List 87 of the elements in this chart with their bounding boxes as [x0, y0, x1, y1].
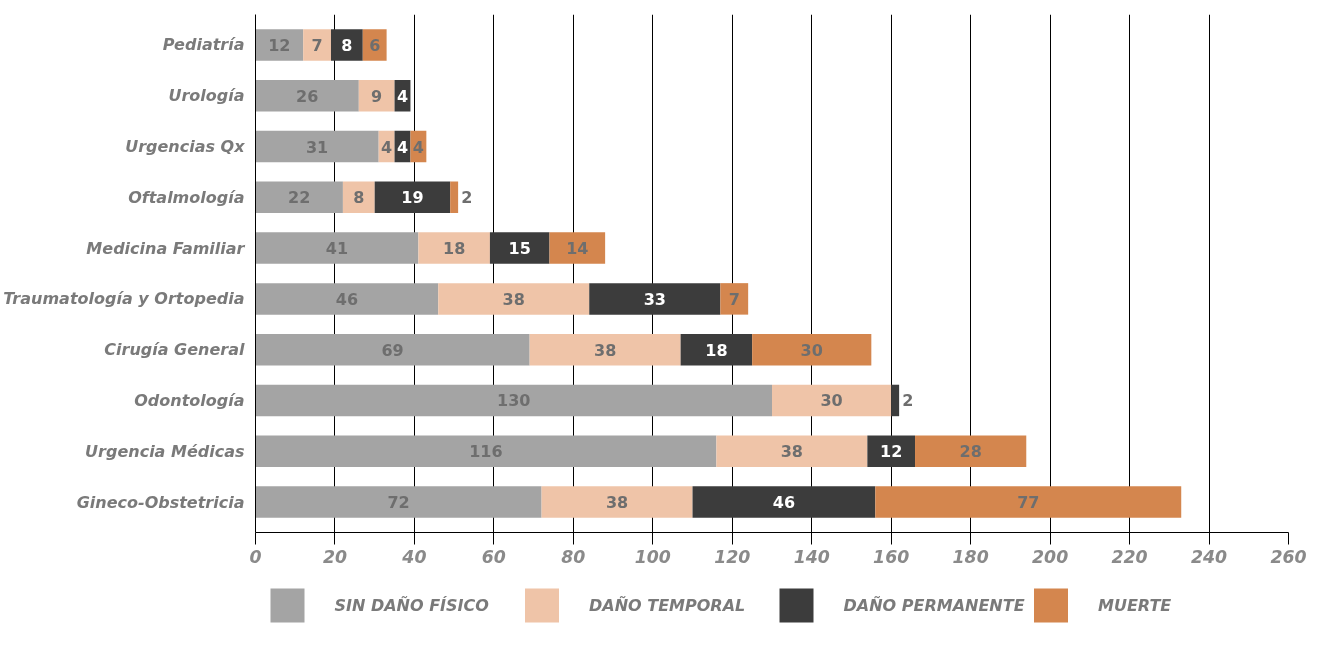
data-label: 33 — [643, 289, 666, 309]
bar — [692, 486, 876, 518]
x-tick-label: 40 — [401, 546, 427, 567]
data-label: 4 — [396, 86, 409, 106]
y-tick-label: Pediatría — [162, 35, 245, 55]
data-label: 4 — [381, 137, 393, 157]
data-label: 9 — [371, 86, 383, 106]
bar — [255, 435, 717, 467]
bar — [255, 130, 379, 163]
y-tick-label: Urgencia Médicas — [85, 441, 245, 461]
bar — [915, 435, 1027, 467]
x-tick-label: 160 — [873, 546, 910, 567]
bar — [330, 29, 363, 61]
bar — [255, 333, 530, 366]
x-tick-label: 260 — [1270, 546, 1307, 567]
bar — [541, 486, 693, 518]
bar — [255, 283, 439, 315]
data-label: 4 — [412, 137, 424, 157]
data-label: 18 — [443, 239, 466, 259]
data-label: 6 — [369, 35, 381, 55]
legend-label: MUERTE — [1098, 596, 1172, 615]
x-tick-label: 120 — [714, 546, 751, 567]
y-tick-label: Odontología — [134, 390, 245, 410]
x-tick-label: 100 — [634, 546, 671, 567]
data-label: 38 — [502, 289, 525, 309]
data-label: 7 — [728, 289, 740, 309]
bar — [255, 80, 359, 112]
data-label: 19 — [401, 188, 424, 208]
data-label: 8 — [341, 35, 353, 55]
x-tick-label: 180 — [952, 546, 989, 567]
y-tick-label: Urgencias Qx — [125, 137, 246, 157]
legend-label: SIN DAÑO FÍSICO — [334, 596, 490, 615]
bar — [255, 29, 304, 61]
x-tick-label: 200 — [1032, 546, 1069, 567]
data-label: 30 — [800, 340, 823, 360]
bar — [529, 333, 681, 366]
y-tick-label: Traumatología y Ortopedia — [3, 289, 245, 309]
bar — [752, 333, 872, 366]
bar — [450, 181, 459, 214]
bar — [255, 384, 772, 417]
legend-label: DAÑO TEMPORAL — [589, 596, 746, 615]
x-tick-label: 20 — [322, 546, 348, 567]
data-label: 7 — [311, 35, 323, 55]
data-label: 46 — [772, 493, 796, 513]
data-label: 12 — [880, 442, 903, 462]
data-label: 4 — [396, 137, 409, 157]
bar — [772, 384, 892, 417]
data-label: 28 — [959, 442, 982, 462]
bar — [720, 283, 749, 315]
bar — [303, 29, 331, 61]
y-tick-label: Urología — [168, 86, 245, 106]
data-label: 2 — [461, 188, 473, 208]
bar — [255, 181, 343, 214]
y-tick-label: Gineco-Obstetricia — [76, 492, 245, 512]
bar — [438, 283, 590, 315]
bar — [255, 486, 542, 518]
bar — [358, 80, 395, 112]
x-tick-label: 80 — [561, 546, 586, 567]
y-tick-label: Cirugía General — [104, 340, 246, 360]
bar — [549, 232, 606, 264]
bar — [680, 333, 753, 366]
bar — [875, 486, 1182, 518]
data-label: 18 — [705, 340, 728, 360]
data-label: 14 — [566, 239, 589, 259]
x-tick-label: 240 — [1190, 546, 1228, 567]
bar — [589, 283, 721, 315]
bar — [891, 384, 900, 417]
bar — [418, 232, 490, 264]
x-tick-label: 140 — [793, 546, 830, 567]
legend-label: DAÑO PERMANENTE — [843, 596, 1025, 615]
y-tick-label: Oftalmología — [128, 187, 245, 207]
data-label: 30 — [820, 391, 843, 411]
data-label: 77 — [1017, 493, 1040, 513]
x-tick-label: 220 — [1111, 546, 1148, 567]
x-tick-label: 0 — [249, 546, 262, 567]
bar — [489, 232, 550, 264]
data-label: 38 — [780, 442, 803, 462]
y-tick-label: Medicina Familiar — [86, 238, 246, 258]
data-label: 15 — [508, 239, 531, 259]
x-tick-label: 60 — [481, 546, 506, 567]
data-label: 38 — [605, 493, 629, 513]
bar — [716, 435, 868, 467]
bar — [255, 232, 419, 264]
data-label: 2 — [902, 391, 914, 411]
data-label: 38 — [594, 340, 617, 360]
data-label: 8 — [353, 188, 365, 208]
bar — [374, 181, 451, 214]
